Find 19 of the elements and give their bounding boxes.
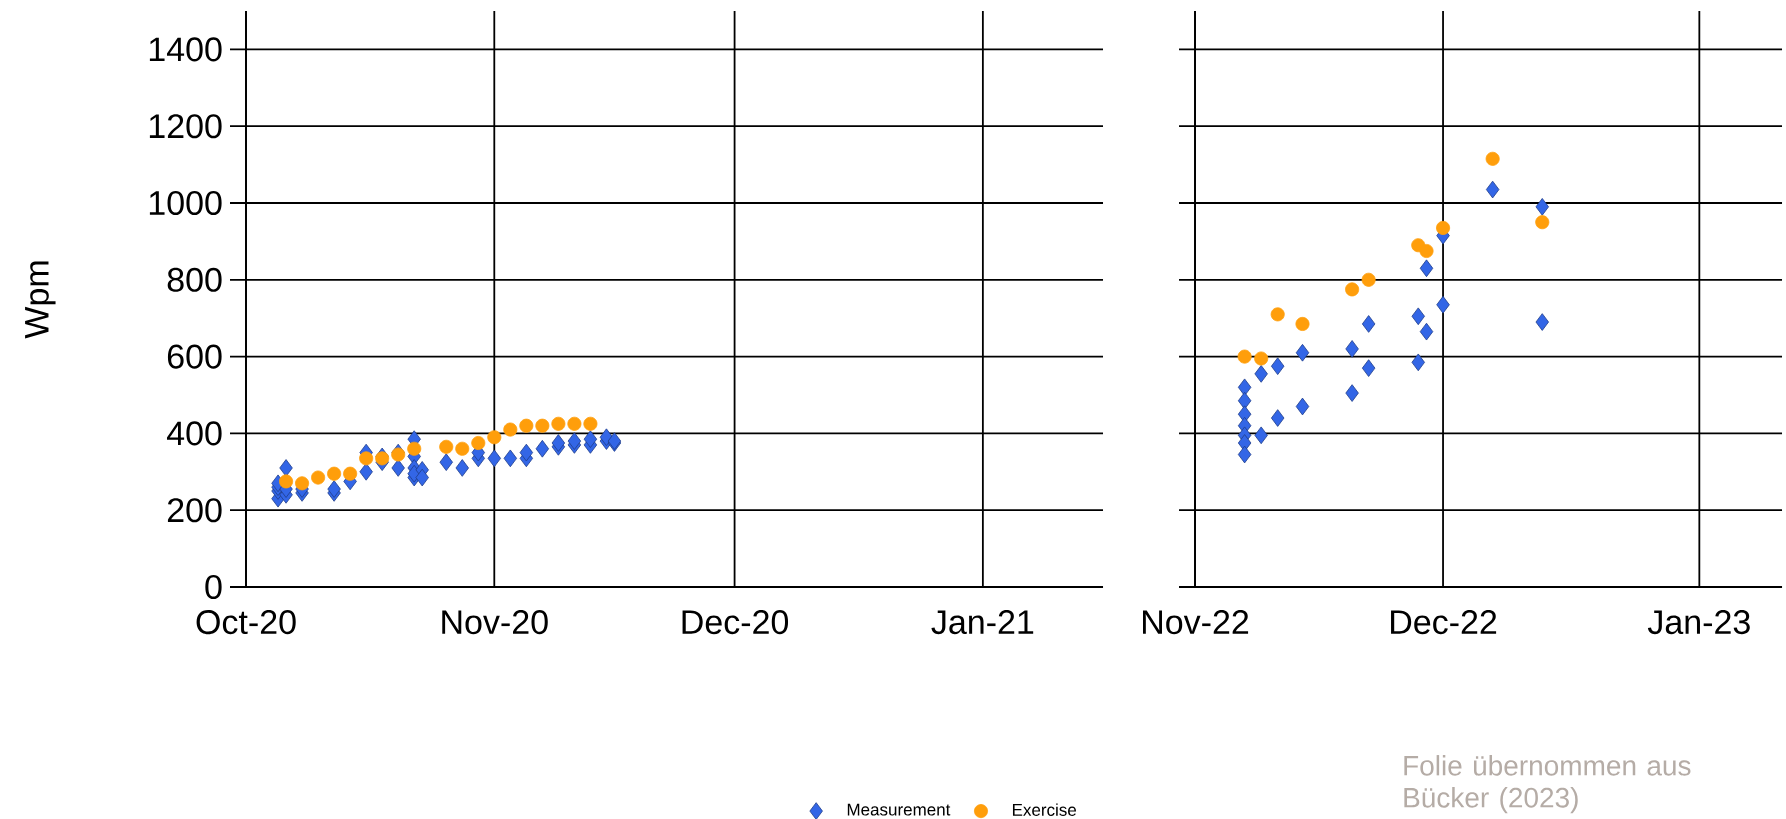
x-tick-label: Oct-20: [196, 610, 296, 635]
y-tick-label: 0: [205, 574, 222, 600]
x-tick-label: Dec-20: [682, 610, 789, 635]
x-tick-label: Dec-22: [1391, 610, 1497, 635]
legend-label: Exercise: [1012, 803, 1077, 816]
y-tick-label: 1200: [149, 114, 222, 139]
y-tick-label: 1400: [149, 37, 222, 62]
y-tick-label: 600: [167, 344, 222, 369]
x-tick-label: Jan-23: [1647, 610, 1750, 635]
x-tick-label: Nov-22: [1143, 610, 1249, 635]
x-tick-label: Jan-21: [931, 610, 1034, 635]
text: Folie übernommen aus Bücker (2023): [1404, 755, 1691, 814]
y-tick-label: 1000: [149, 190, 222, 216]
legend-label: Measurement: [847, 803, 951, 816]
y-tick-label: 800: [167, 267, 222, 292]
x-tick-label: Nov-20: [442, 610, 548, 635]
y-tick-label: 400: [166, 421, 222, 446]
y-axis-title: Wpm: [25, 261, 56, 339]
y-tick-label: 200: [167, 498, 222, 523]
